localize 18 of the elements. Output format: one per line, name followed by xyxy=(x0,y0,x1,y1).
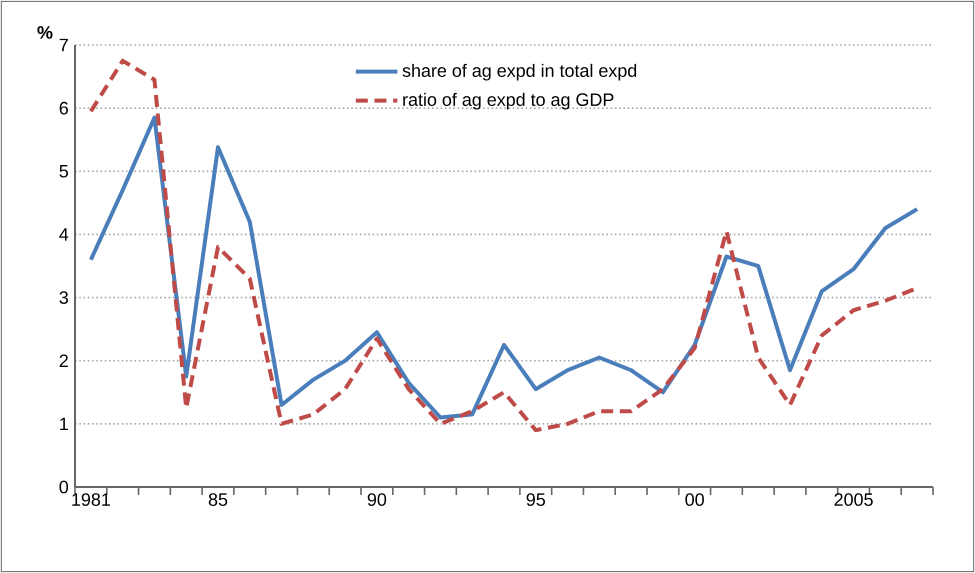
x-tick-label: 85 xyxy=(208,493,228,506)
line-series xyxy=(88,116,920,420)
x-tick-label: 00 xyxy=(685,493,704,506)
y-tick-label: 7 xyxy=(60,38,68,52)
x-tick-label: 95 xyxy=(526,493,546,506)
legend-label: share of ag expd in total expd xyxy=(402,64,636,81)
y-tick-label: 6 xyxy=(60,102,68,114)
y-tick-label: 1 xyxy=(60,418,68,430)
y-tick-label: 5 xyxy=(59,165,68,178)
x-tick-label: 2005 xyxy=(834,493,873,506)
legend-label: ratio of ag expd to ag GDP xyxy=(403,92,614,110)
y-tick-label: 3 xyxy=(59,291,68,304)
y-tick-label: 2 xyxy=(60,354,68,367)
y-tick-label: 0 xyxy=(59,480,68,494)
y-axis-title: % xyxy=(37,26,52,39)
y-tick-label: 4 xyxy=(59,228,68,241)
x-tick-label: 1981 xyxy=(72,493,110,506)
x-tick-label: 90 xyxy=(368,493,386,506)
